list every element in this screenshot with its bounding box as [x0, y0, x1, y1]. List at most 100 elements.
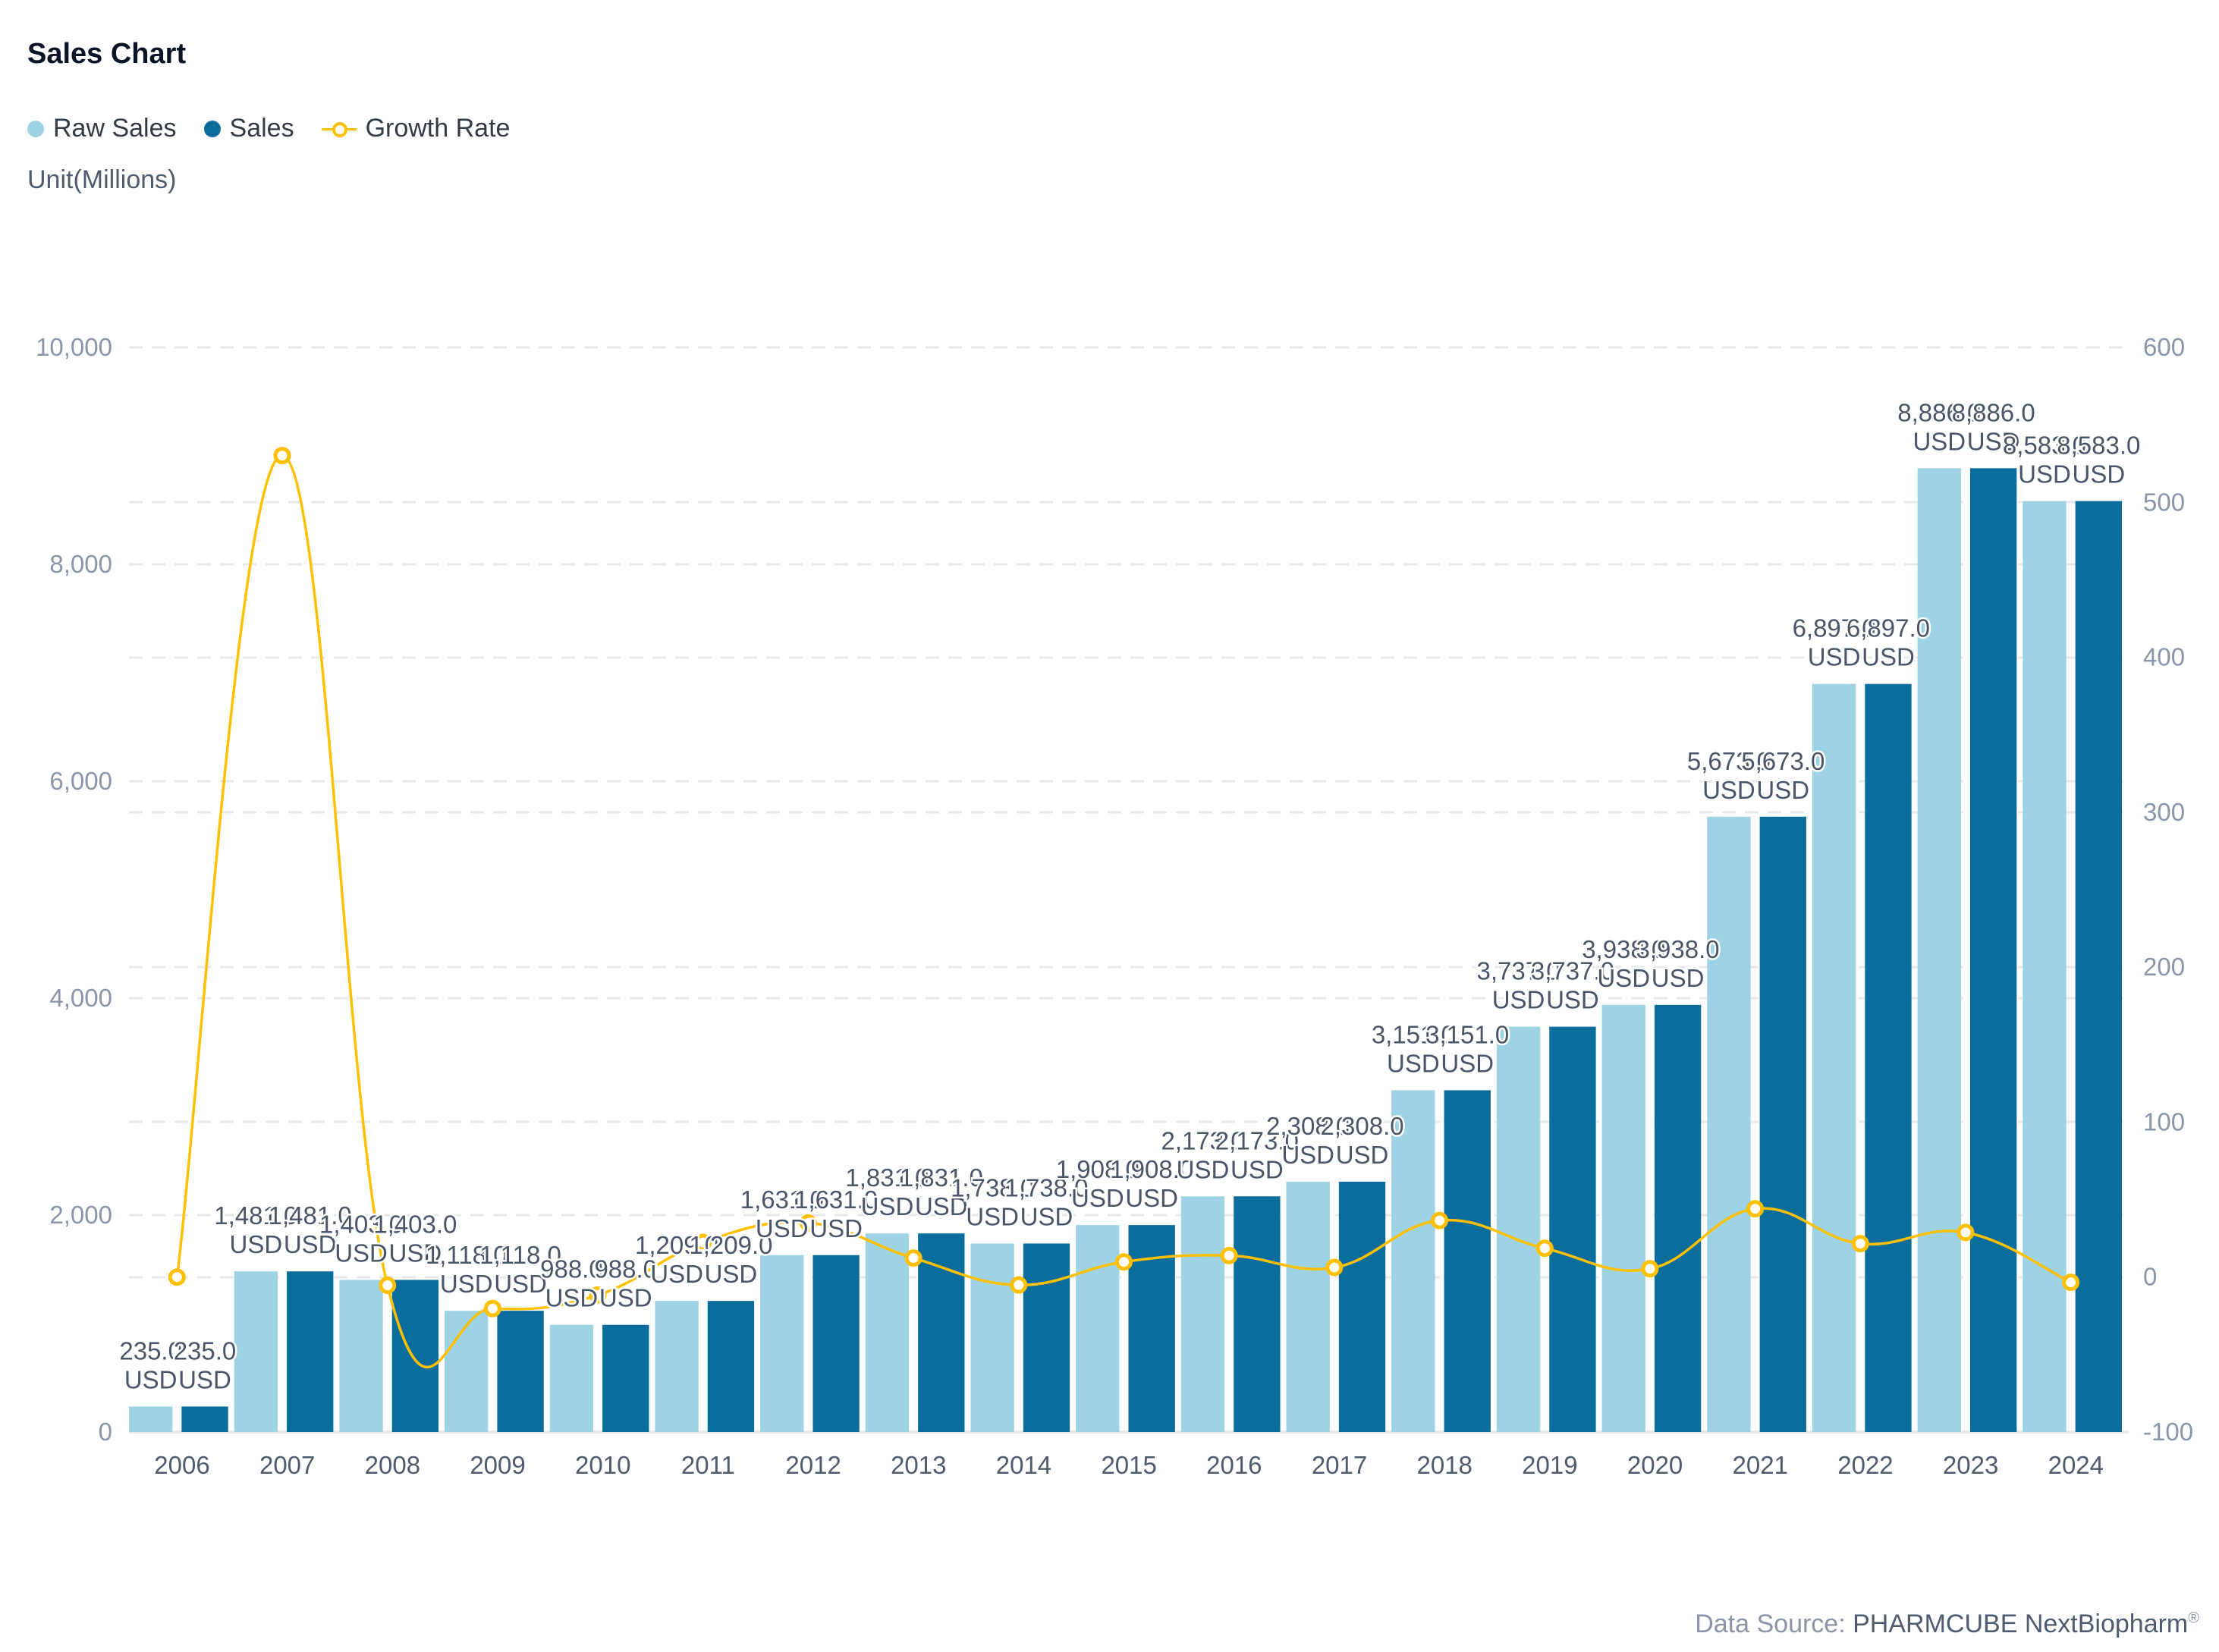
y-right-tick-label: 600 [2143, 333, 2185, 361]
growth-rate-point [2062, 1274, 2080, 1292]
data-label-raw-sales: 1,209.0 [635, 1231, 718, 1259]
raw-sales-dot-icon [27, 120, 44, 137]
data-label-raw-sales-unit: USD [1597, 964, 1650, 992]
data-label-raw-sales: 3,151.0 [1372, 1020, 1455, 1048]
data-label-raw-sales: 235.0 [119, 1336, 182, 1365]
y-right-tick-label: 500 [2143, 488, 2185, 516]
growth-rate-point [379, 1277, 397, 1295]
data-label-raw-sales-unit: USD [1177, 1155, 1230, 1183]
unit-label: Unit(Millions) [27, 165, 177, 194]
data-label-raw-sales-unit: USD [966, 1202, 1019, 1230]
data-label-raw-sales: 2,173.0 [1161, 1126, 1244, 1154]
data-label-raw-sales: 6,897.0 [1793, 614, 1876, 642]
data-source-prefix: Data Source: [1695, 1610, 1846, 1638]
x-tick-label: 2017 [1312, 1451, 1367, 1479]
bar-raw-sales [655, 1301, 699, 1432]
growth-rate-point [1325, 1258, 1344, 1277]
bar-raw-sales [1812, 683, 1856, 1432]
x-tick-label: 2014 [996, 1451, 1051, 1479]
data-label-raw-sales-unit: USD [1281, 1141, 1334, 1169]
growth-rate-point [1851, 1235, 1869, 1253]
bar-sales [1654, 1004, 1702, 1432]
x-tick-label: 2010 [575, 1451, 630, 1479]
growth-rate-point [799, 1214, 817, 1232]
x-axis: 2006 2007 2008 2009 2010 2011 2012 2013 2014 2015… [154, 1451, 2104, 1479]
legend-item-growth-rate[interactable]: Growth Rate [321, 114, 510, 143]
bar-raw-sales [1601, 1004, 1645, 1432]
data-label-sales: 8,886.0 [1952, 398, 2035, 426]
data-label-sales-unit: USD [494, 1270, 547, 1298]
bar-sales [497, 1311, 544, 1432]
data-label-sales: 2,308.0 [1320, 1112, 1403, 1140]
bar-sales [1969, 468, 2017, 1432]
data-label-raw-sales: 988.0 [540, 1255, 603, 1283]
data-label-raw-sales: 1,118.0 [426, 1241, 508, 1269]
y-axis-left: 0 2,000 4,000 6,000 8,000 10,000 [36, 333, 112, 1446]
growth-rate-point [1641, 1260, 1659, 1278]
data-label-raw-sales: 8,583.0 [2003, 432, 2086, 460]
y-right-tick-label: -100 [2143, 1418, 2193, 1446]
y-left-tick-label: 6,000 [49, 767, 112, 795]
x-tick-label: 2007 [259, 1451, 315, 1479]
growth-rate-point [1010, 1276, 1028, 1294]
y-right-tick-label: 200 [2143, 953, 2185, 981]
data-label-sales: 5,673.0 [1741, 747, 1825, 775]
x-tick-label: 2022 [1837, 1451, 1893, 1479]
data-label-sales: 1,118.0 [479, 1241, 561, 1269]
growth-rate-line [175, 454, 2072, 1369]
data-label-raw-sales: 1,831.0 [845, 1164, 929, 1192]
data-label-sales-unit: USD [1862, 643, 1915, 671]
data-label-sales: 2,173.0 [1215, 1126, 1299, 1154]
bar-raw-sales [865, 1233, 910, 1432]
data-label-raw-sales-unit: USD [1808, 643, 1861, 671]
data-label-raw-sales: 5,673.0 [1687, 747, 1771, 775]
data-label-raw-sales-unit: USD [545, 1284, 599, 1312]
data-label-sales: 1,908.0 [1110, 1155, 1193, 1183]
growth-rate-point [904, 1249, 922, 1267]
legend-item-raw-sales[interactable]: Raw Sales [27, 114, 177, 143]
data-label-sales: 1,738.0 [1004, 1173, 1088, 1201]
data-label-raw-sales-unit: USD [1702, 776, 1755, 804]
data-label-raw-sales-unit: USD [1492, 986, 1545, 1014]
data-source: Data Source: PHARMCUBE NextBiopharm® [1695, 1610, 2199, 1639]
growth-rate-point [483, 1299, 501, 1318]
bar-sales [1444, 1090, 1491, 1432]
bar-raw-sales [1286, 1181, 1330, 1432]
bar-sales [1759, 816, 1806, 1432]
bar-raw-sales [2023, 501, 2067, 1432]
data-label-raw-sales-unit: USD [756, 1214, 809, 1242]
data-label-sales-unit: USD [599, 1284, 652, 1312]
bar-raw-sales [445, 1311, 489, 1432]
x-tick-label: 2019 [1522, 1451, 1577, 1479]
growth-rate-point [1957, 1223, 1975, 1242]
data-label-raw-sales-unit: USD [1387, 1049, 1440, 1077]
data-label-sales-unit: USD [1967, 427, 2020, 455]
x-tick-label: 2013 [891, 1451, 946, 1479]
data-label-sales-unit: USD [284, 1230, 337, 1258]
x-tick-label: 2012 [785, 1451, 841, 1479]
growth-rate-series [168, 447, 2080, 1369]
data-label-sales-unit: USD [1231, 1155, 1284, 1183]
sales-dot-icon [203, 120, 221, 137]
data-label-raw-sales-unit: USD [2018, 460, 2071, 488]
y-left-tick-label: 4,000 [49, 984, 112, 1012]
data-label-raw-sales: 8,886.0 [1897, 398, 1981, 426]
bar-series [129, 468, 2122, 1432]
data-label-sales: 3,737.0 [1531, 957, 1614, 985]
bar-raw-sales [234, 1271, 278, 1432]
growth-rate-point [1220, 1246, 1238, 1264]
x-tick-label: 2009 [470, 1451, 525, 1479]
x-tick-label: 2024 [2048, 1451, 2104, 1479]
data-label-sales-unit: USD [809, 1214, 863, 1242]
bar-raw-sales [760, 1255, 804, 1432]
bar-sales [707, 1301, 755, 1432]
growth-rate-point [1115, 1253, 1133, 1271]
legend: Raw Sales Sales Growth Rate [27, 114, 537, 143]
bar-raw-sales [1917, 468, 1961, 1432]
y-right-tick-label: 300 [2143, 798, 2185, 826]
data-label-sales-unit: USD [705, 1260, 758, 1288]
x-tick-label: 2023 [1943, 1451, 1998, 1479]
growth-rate-point [168, 1268, 186, 1286]
y-left-tick-label: 0 [99, 1418, 112, 1446]
legend-item-sales[interactable]: Sales [203, 114, 294, 143]
